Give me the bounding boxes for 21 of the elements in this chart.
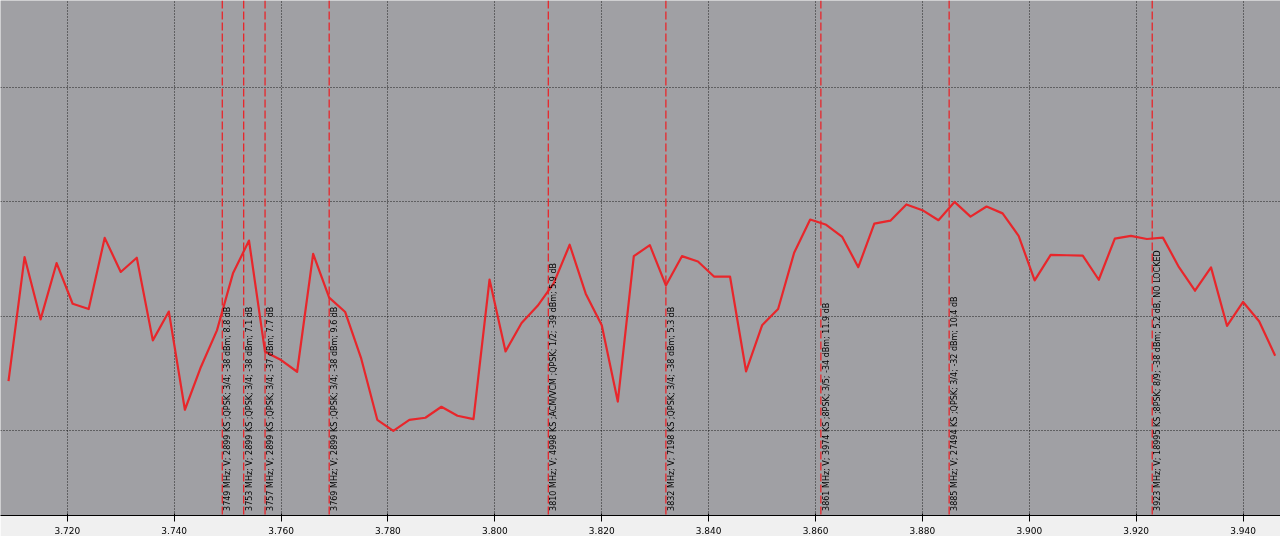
x-tick-label: 3.840 — [695, 525, 722, 536]
ref-line-label: 3923 MHz; V; 18995 KS ;8PSK; 8/9; -38 dBm; 5.2 dB, NO LOCKED — [1153, 250, 1163, 511]
ref-line-label: 3832 MHz; V; 7198 KS ;QPSK; 3/4; -38 dBm; 5.3 dB — [666, 306, 676, 511]
ref-line-label: 3861 MHz; V; 3974 KS ;8PSK; 3/5; -34 dBm; 11.9 dB — [821, 302, 831, 511]
ref-line-label: 3757 MHz; V; 2899 KS ;QPSK; 3/4; -37 dBm; 7.7 dB — [266, 306, 276, 511]
x-tick-label: 3.880 — [909, 525, 936, 536]
x-tick-label: 3.900 — [1016, 525, 1043, 536]
x-tick-label: 3.780 — [375, 525, 402, 536]
x-tick-label: 3.740 — [161, 525, 188, 536]
x-tick-label: 3.820 — [588, 525, 615, 536]
x-tick-label: 3.920 — [1123, 525, 1150, 536]
ref-line-label: 3769 MHz; V; 2899 KS ;QPSK; 3/4; -38 dBm; 9.6 dB — [330, 306, 340, 511]
ref-line-label: 3885 MHz; V; 27494 KS ;QPSK; 3/4; -32 dBm; 10.4 dB — [950, 296, 960, 511]
ref-line-label: 3753 MHz; V; 2899 KS ;QPSK; 3/4; -38 dBm; 7.1 dB — [244, 306, 254, 511]
x-tick-label: 3.940 — [1230, 525, 1257, 536]
x-tick-label: 3.800 — [481, 525, 509, 536]
ref-line-label: 3810 MHz; V; 4998 KS ;ACM/VCM ;QPSK; 1/2; -39 dBm; 5.9 dB — [549, 262, 559, 511]
x-tick-label: 3.720 — [54, 525, 81, 536]
x-tick-label: 3.860 — [802, 525, 829, 536]
ref-line-label: 3749 MHz; V; 2899 KS ;QPSK; 3/4; -38 dBm; 8.8 dB — [223, 306, 233, 511]
x-tick-label: 3.760 — [268, 525, 295, 536]
